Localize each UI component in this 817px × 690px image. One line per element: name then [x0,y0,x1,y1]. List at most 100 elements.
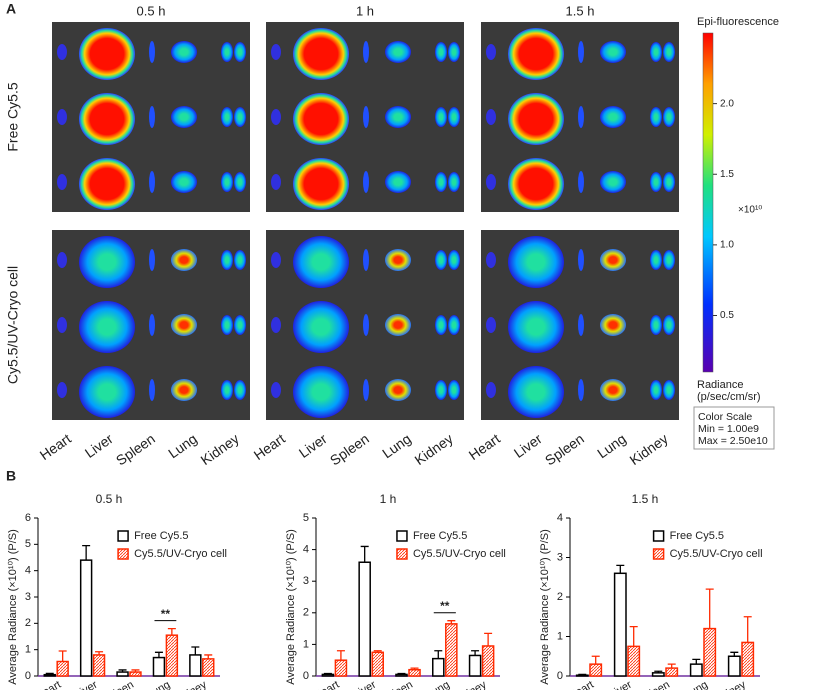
kidney [448,315,460,335]
error-bar [705,588,714,629]
heart [486,44,496,60]
y-tick-label: 4 [25,565,31,577]
heart [486,382,496,398]
kidney [234,172,246,192]
row-label: Cy5.5/UV-Cryo cell [5,266,21,384]
liver [79,301,135,353]
error-bar [360,545,369,563]
y-axis-label: Average Radiance (×10¹⁰) (P/S) [7,529,19,685]
bar [165,634,179,677]
bar [371,651,384,677]
error-bar [373,650,382,653]
organ-label: Heart [37,430,74,463]
y-tick-label: 3 [25,591,31,603]
bar [665,667,679,677]
column-header: 1 h [356,3,374,18]
kidney [221,250,233,270]
kidney [650,172,662,192]
lung [171,314,197,336]
y-tick-label: 3 [557,551,563,563]
liver [293,93,349,145]
bar [689,663,703,677]
kidney [448,42,460,62]
bar [202,658,215,677]
error-bar [397,672,406,675]
lung [171,41,197,63]
bar [432,657,445,677]
organ-label: Heart [251,430,288,463]
error-bar [58,650,67,662]
legend-label: Free Cy5.5 [134,530,188,542]
kidney [234,250,246,270]
heart [486,252,496,268]
kidney [663,315,675,335]
kidney [221,107,233,127]
lung [171,171,197,193]
kidney [663,172,675,192]
bar [481,645,495,677]
lung [600,249,626,271]
bar [613,572,627,677]
spleen [578,106,584,128]
legend-swatch [117,548,129,560]
legend-label: Free Cy5.5 [413,530,467,542]
y-tick-label: 2 [25,617,31,629]
spleen [149,379,155,401]
x-tick-label: Lung [145,679,172,690]
y-tick-label: 2 [303,607,309,619]
kidney [650,42,662,62]
organ-label: Lung [594,430,629,461]
bar [152,656,166,677]
x-tick-label: Spleen [636,679,672,690]
kidney [650,107,662,127]
x-tick-label: Kidney [453,678,489,690]
chart-title: 1.5 h [632,492,659,506]
kidney [448,380,460,400]
spleen [578,379,584,401]
x-tick-label: Liver [352,679,379,690]
bar [627,645,641,677]
organ-label: Kidney [198,430,242,468]
lung [385,106,411,128]
y-tick-label: 2 [557,591,563,603]
bar [358,561,371,677]
heart [271,317,281,333]
kidney [435,172,447,192]
spleen [149,171,155,193]
kidney [221,172,233,192]
kidney [221,380,233,400]
x-tick-label: Kidney [174,678,210,690]
colorbar-title: Epi-fluorescence [697,16,779,28]
liver [293,28,349,80]
y-tick-label: 0 [303,670,309,682]
kidney [663,380,675,400]
kidney [663,42,675,62]
spleen [578,314,584,336]
error-bar [730,651,739,657]
error-bar [471,650,480,656]
lung [600,379,626,401]
spleen [363,249,369,271]
lung [385,171,411,193]
liver [293,236,349,288]
liver [508,158,564,210]
legend-label: Cy5.5/UV-Cryo cell [670,548,763,560]
kidney [448,107,460,127]
bar [651,672,665,677]
error-bar [118,669,127,673]
colorbar-tick-label: 0.5 [720,310,734,321]
legend-swatch [652,548,665,560]
bar [408,668,421,677]
bar [116,671,129,677]
heart [486,109,496,125]
error-bar [654,670,663,673]
y-tick-label: 4 [557,512,563,524]
bar [575,674,589,677]
lung [385,379,411,401]
organ-label: Spleen [113,430,158,468]
y-tick-label: 1 [303,638,309,650]
liver [79,93,135,145]
organ-label: Spleen [542,430,587,468]
spleen [578,171,584,193]
heart [486,317,496,333]
